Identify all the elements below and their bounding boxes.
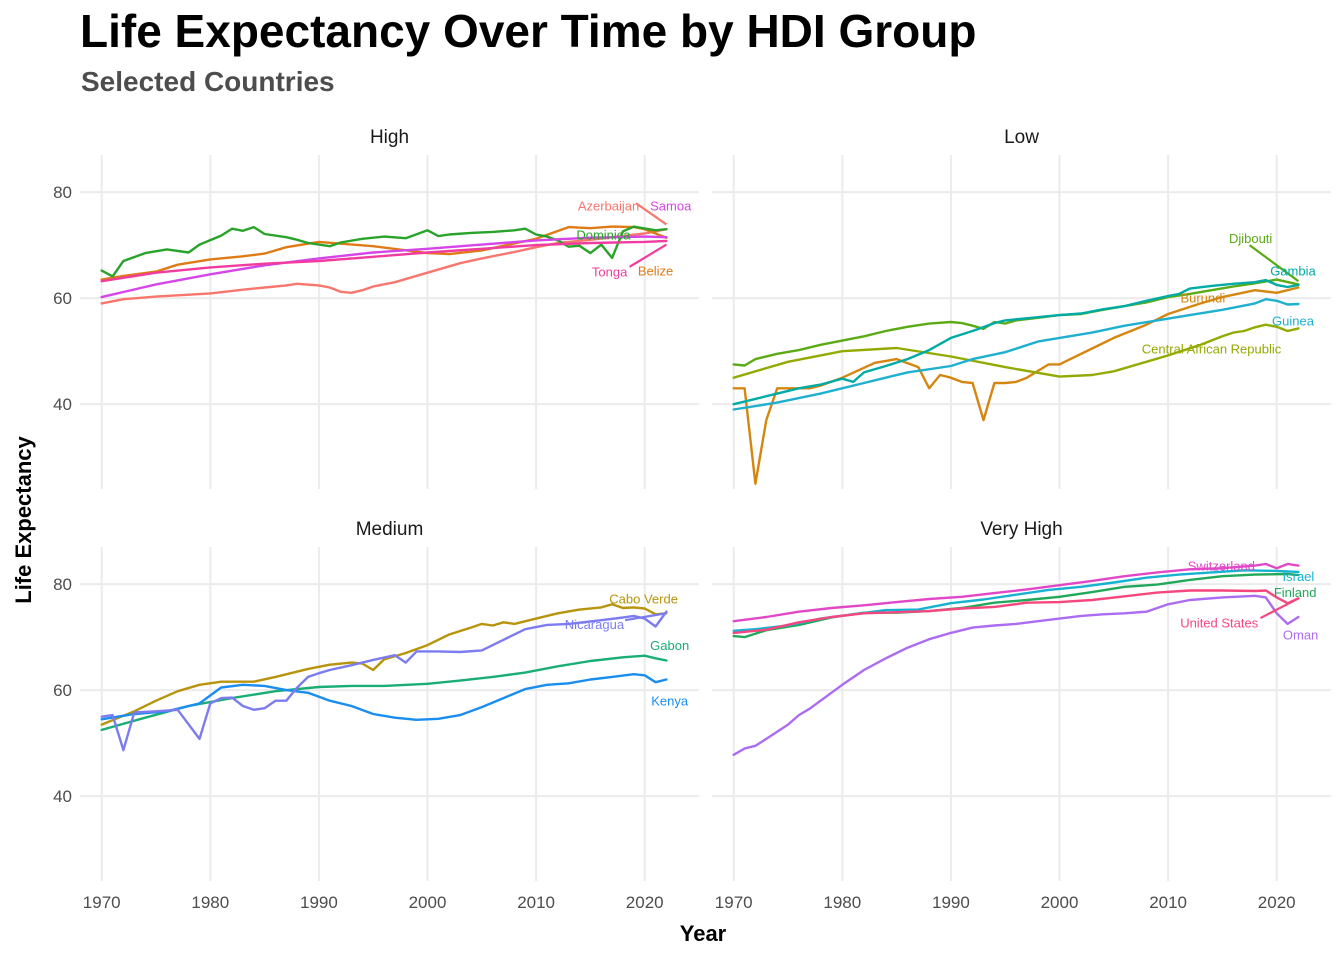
series-label-belize: Belize [638, 264, 673, 279]
x-tick-label: 2020 [626, 893, 664, 912]
leader-line-nicaragua [624, 612, 667, 622]
x-tick-label: 2010 [1149, 893, 1187, 912]
x-tick-label: 2010 [517, 893, 555, 912]
x-axis-title: Year [680, 921, 727, 946]
series-label-djibouti: Djibouti [1229, 231, 1272, 246]
chart-subtitle: Selected Countries [81, 66, 335, 97]
series-label-gabon: Gabon [650, 638, 689, 653]
series-label-nicaragua: Nicaragua [565, 617, 625, 632]
series-line-central-african-republic [732, 323, 1300, 379]
series-label-azerbaijan: Azerbaijan [578, 198, 639, 213]
series-line-oman [732, 594, 1300, 756]
series-label-finland: Finland [1274, 585, 1317, 600]
series-line-united-states [732, 589, 1300, 635]
series-line-samoa [100, 235, 668, 299]
y-axis-title: Life Expectancy [11, 435, 36, 603]
series-label-kenya: Kenya [651, 694, 689, 709]
y-tick-label: 40 [53, 787, 72, 806]
series-label-oman: Oman [1283, 627, 1318, 642]
series-label-samoa: Samoa [650, 198, 692, 213]
panel-title-medium: Medium [356, 519, 424, 540]
series-line-nicaragua [100, 610, 668, 752]
leader-line-azerbaijan [635, 202, 668, 226]
x-tick-label: 1970 [83, 893, 121, 912]
y-tick-label: 60 [53, 289, 72, 308]
series-line-azerbaijan [100, 227, 668, 305]
x-tick-label: 2000 [409, 893, 447, 912]
leader-line-united-states [1259, 597, 1299, 620]
series-label-dominica: Dominica [576, 228, 631, 243]
panel-high: High 40 60 80 Azerbaijan Belize Dominica Samoa T… [53, 127, 699, 489]
x-tick-label: 1990 [300, 893, 338, 912]
series-label-united-states: United States [1180, 615, 1259, 630]
series-label-guinea: Guinea [1272, 313, 1315, 328]
series-line-gabon [100, 654, 668, 732]
series-line-tonga [100, 239, 668, 283]
series-label-israel: Israel [1283, 569, 1315, 584]
series-label-switzerland: Switzerland [1188, 559, 1255, 574]
y-tick-label: 40 [53, 395, 72, 414]
series-label-tonga: Tonga [592, 265, 628, 280]
series-label-gambia: Gambia [1270, 264, 1316, 279]
x-tick-label: 2000 [1041, 893, 1079, 912]
series-line-dominica [100, 225, 668, 278]
x-tick-label: 1990 [932, 893, 970, 912]
panel-medium: Medium 40 60 80 1970 1980 1990 2000 2010 2020 Cabo… [53, 519, 699, 912]
y-tick-label: 60 [53, 681, 72, 700]
y-tick-label: 80 [53, 183, 72, 202]
series-line-finland [732, 572, 1300, 639]
leader-line-tonga [628, 243, 667, 268]
x-tick-label: 2020 [1258, 893, 1296, 912]
panel-title-very-high: Very High [980, 519, 1062, 540]
panel-title-high: High [370, 127, 409, 148]
series-line-guinea [732, 298, 1300, 411]
series-label-cabo-verde: Cabo Verde [609, 591, 678, 606]
x-tick-label: 1970 [715, 893, 753, 912]
chart-title: Life Expectancy Over Time by HDI Group [80, 5, 977, 57]
series-label-central-african-republic: Central African Republic [1142, 342, 1282, 357]
leader-line-djibouti [1248, 244, 1300, 283]
y-tick-label: 80 [53, 575, 72, 594]
panel-very-high: Very High 1970 1980 1990 2000 2010 2020 Finland… [712, 519, 1331, 912]
series-line-gambia [732, 278, 1300, 406]
x-tick-label: 1980 [191, 893, 229, 912]
series-label-burundi: Burundi [1180, 291, 1225, 306]
series-line-switzerland [732, 562, 1300, 623]
series-line-kenya [100, 673, 668, 721]
series-line-cabo-verde [100, 603, 668, 726]
panels-layer: High 40 60 80 Azerbaijan Belize Dominica Samoa T… [53, 127, 1331, 912]
panel-low: Low Burundi Central African Republic Djibou… [712, 127, 1331, 489]
panel-title-low: Low [1004, 127, 1039, 148]
x-tick-label: 1980 [823, 893, 861, 912]
